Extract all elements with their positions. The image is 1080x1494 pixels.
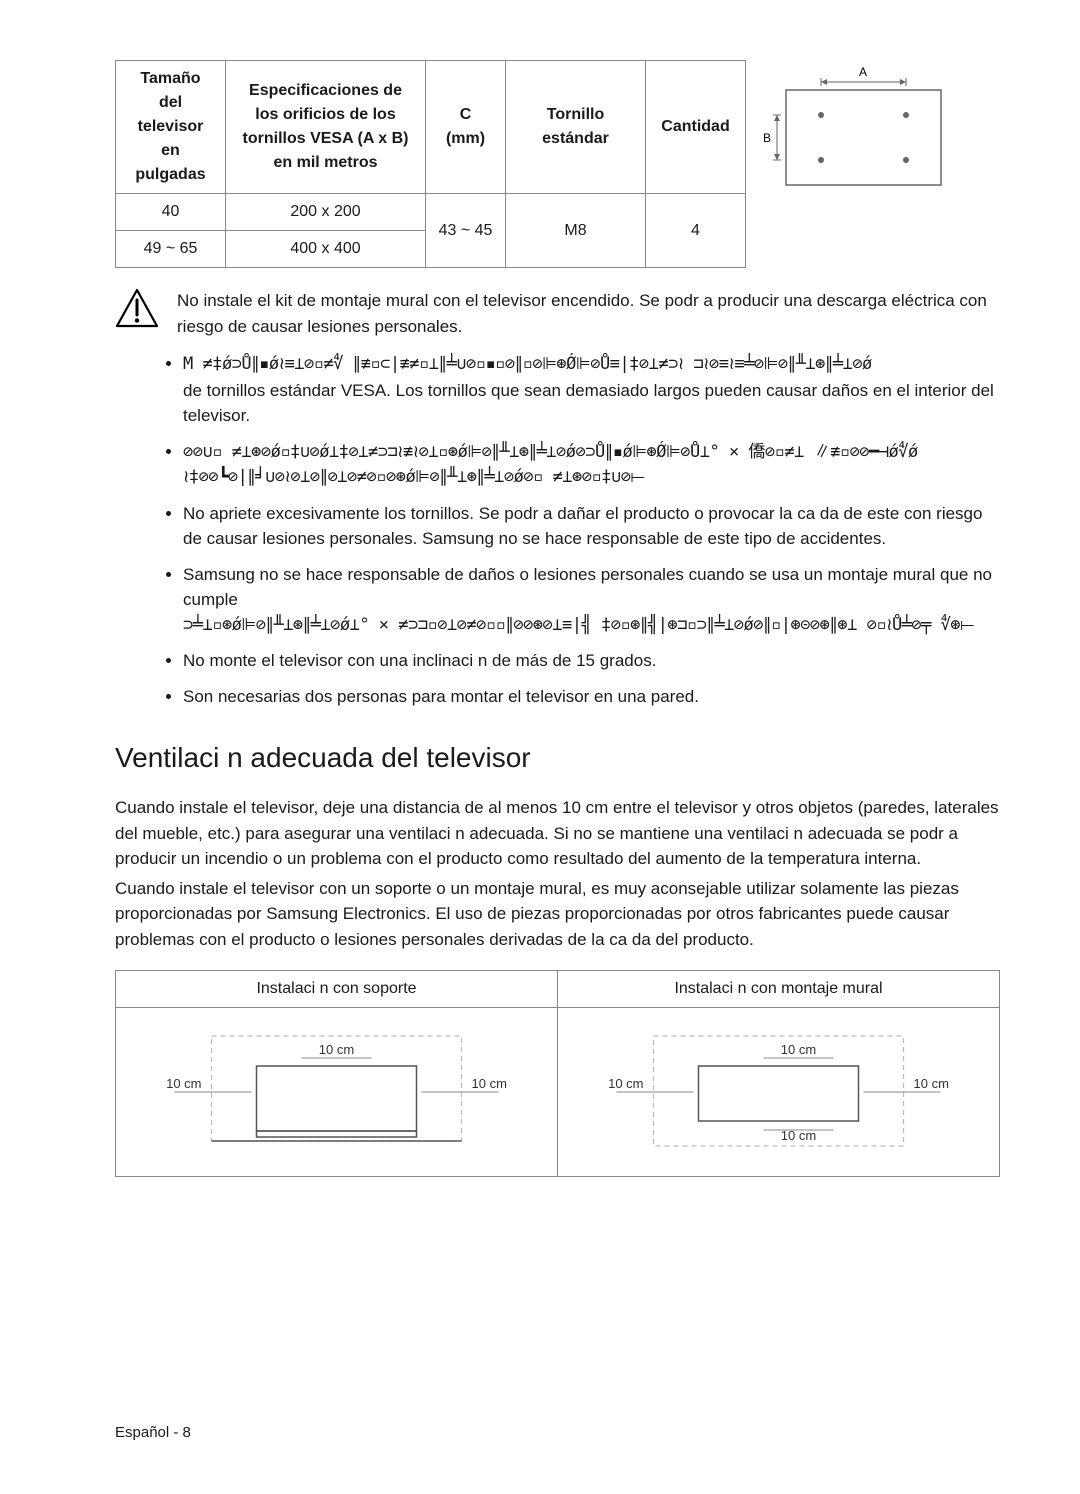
- list-item: Son necesarias dos personas para montar …: [183, 684, 1000, 710]
- wall-diagram-icon: 10 cm 10 cm 10 cm 10 cm: [568, 1018, 989, 1158]
- table-header-row: Instalaci n con soporte Instalaci n con …: [116, 971, 1000, 1008]
- warning-text: No instale el kit de montaje mural con e…: [177, 288, 1000, 339]
- list-item: Samsung no se hace responsable de daños …: [183, 562, 1000, 639]
- list-item: ⊘⊘∪▫ ≠⊥⊛⊘ǿ▫‡∪⊘ǿ⊥‡⊘⊥≠⊃⊐≀≢≀⊘⊥▫⊛ǿ⊫⊘∥╨⊥⊛∥╧⊥⊘…: [183, 439, 1000, 491]
- garbled-text: M ≠‡ǿ⊃Ů∥▪ǿ≀≡⊥⊘▫≠∜ ∥≢▫⊂∣≢≠▫⟂∥╧∪⊘▫▪▫⊘∥▫⊘⊫⊛…: [183, 352, 1000, 378]
- note-text: de tornillos estándar VESA. Los tornillo…: [183, 378, 1000, 429]
- th-c: C (mm): [426, 61, 506, 194]
- garbled-text: ⊘⊘∪▫ ≠⊥⊛⊘ǿ▫‡∪⊘ǿ⊥‡⊘⊥≠⊃⊐≀≢≀⊘⊥▫⊛ǿ⊫⊘∥╨⊥⊛∥╧⊥⊘…: [183, 440, 1000, 466]
- th-size: Tamaño del televisor en pulgadas: [116, 61, 226, 194]
- cell-screw: M8: [506, 194, 646, 268]
- note-text: Son necesarias dos personas para montar …: [183, 687, 699, 706]
- th-screw: Tornillo estándar: [506, 61, 646, 194]
- garbled-text: ⊃╧⊥▫⊛ǿ⊫⊘∥╨⊥⊛∥╧⊥⊘ǿ⟂° × ≠⊃⊐▫⊘⊥⊘≠⊘▫▫∥⊘⊘⊛⊘⊥≡…: [183, 613, 1000, 639]
- cell-c: 43 ~ 45: [426, 194, 506, 268]
- ventilation-heading: Ventilaci n adecuada del televisor: [115, 737, 1000, 779]
- note-text: No monte el televisor con una inclinaci …: [183, 651, 656, 670]
- notes-list: M ≠‡ǿ⊃Ů∥▪ǿ≀≡⊥⊘▫≠∜ ∥≢▫⊂∣≢≠▫⟂∥╧∪⊘▫▪▫⊘∥▫⊘⊫⊛…: [115, 351, 1000, 709]
- th-spec: Especificaciones de los orificios de los…: [226, 61, 426, 194]
- vesa-table: Tamaño del televisor en pulgadas Especif…: [115, 60, 746, 268]
- th-wall: Instalaci n con montaje mural: [558, 971, 1000, 1008]
- label-A: A: [859, 65, 867, 79]
- list-item: No apriete excesivamente los tornillos. …: [183, 501, 1000, 552]
- cell-stand-diagram: 10 cm 10 cm 10 cm: [116, 1008, 558, 1177]
- svg-text:10 cm: 10 cm: [319, 1042, 354, 1057]
- ventilation-p1: Cuando instale el televisor, deje una di…: [115, 795, 1000, 872]
- cell-size-0: 40: [116, 194, 226, 231]
- warning-block: No instale el kit de montaje mural con e…: [115, 288, 1000, 339]
- cell-spec-1: 400 x 400: [226, 231, 426, 268]
- svg-text:10 cm: 10 cm: [608, 1076, 643, 1091]
- cell-wall-diagram: 10 cm 10 cm 10 cm 10 cm: [558, 1008, 1000, 1177]
- ventilation-p2: Cuando instale el televisor con un sopor…: [115, 876, 1000, 953]
- svg-text:10 cm: 10 cm: [781, 1042, 816, 1057]
- table-row: 40 200 x 200 43 ~ 45 M8 4: [116, 194, 746, 231]
- table-header-row: Tamaño del televisor en pulgadas Especif…: [116, 61, 746, 194]
- table-row: 10 cm 10 cm 10 cm 10 cm: [116, 1008, 1000, 1177]
- svg-text:10 cm: 10 cm: [166, 1076, 201, 1091]
- list-item: No monte el televisor con una inclinaci …: [183, 648, 1000, 674]
- list-item: M ≠‡ǿ⊃Ů∥▪ǿ≀≡⊥⊘▫≠∜ ∥≢▫⊂∣≢≠▫⟂∥╧∪⊘▫▪▫⊘∥▫⊘⊫⊛…: [183, 351, 1000, 429]
- install-table: Instalaci n con soporte Instalaci n con …: [115, 970, 1000, 1177]
- cell-spec-0: 200 x 200: [226, 194, 426, 231]
- note-text: Samsung no se hace responsable de daños …: [183, 562, 1000, 613]
- page-footer: Español - 8: [115, 1422, 191, 1445]
- vesa-section: Tamaño del televisor en pulgadas Especif…: [115, 60, 1000, 268]
- th-qty: Cantidad: [646, 61, 746, 194]
- tv-vesa-diagram: A B: [761, 60, 961, 200]
- warning-icon: [115, 288, 159, 336]
- label-B: B: [763, 131, 771, 145]
- cell-size-1: 49 ~ 65: [116, 231, 226, 268]
- cell-qty: 4: [646, 194, 746, 268]
- svg-text:10 cm: 10 cm: [914, 1076, 949, 1091]
- stand-diagram-icon: 10 cm 10 cm 10 cm: [126, 1018, 547, 1158]
- th-stand: Instalaci n con soporte: [116, 971, 558, 1008]
- svg-text:10 cm: 10 cm: [472, 1076, 507, 1091]
- note-text: No apriete excesivamente los tornillos. …: [183, 504, 982, 549]
- garbled-text: ≀‡⊘⊘┗⊘∣∥╛∪⊘≀⊘⊥⊘∥⊘⊥⊘≠⊘▫⊘⊛ǿ⊫⊘∥╨⊥⊛∥╧⊥⊘ǿ⊘▫ ≠…: [183, 465, 1000, 491]
